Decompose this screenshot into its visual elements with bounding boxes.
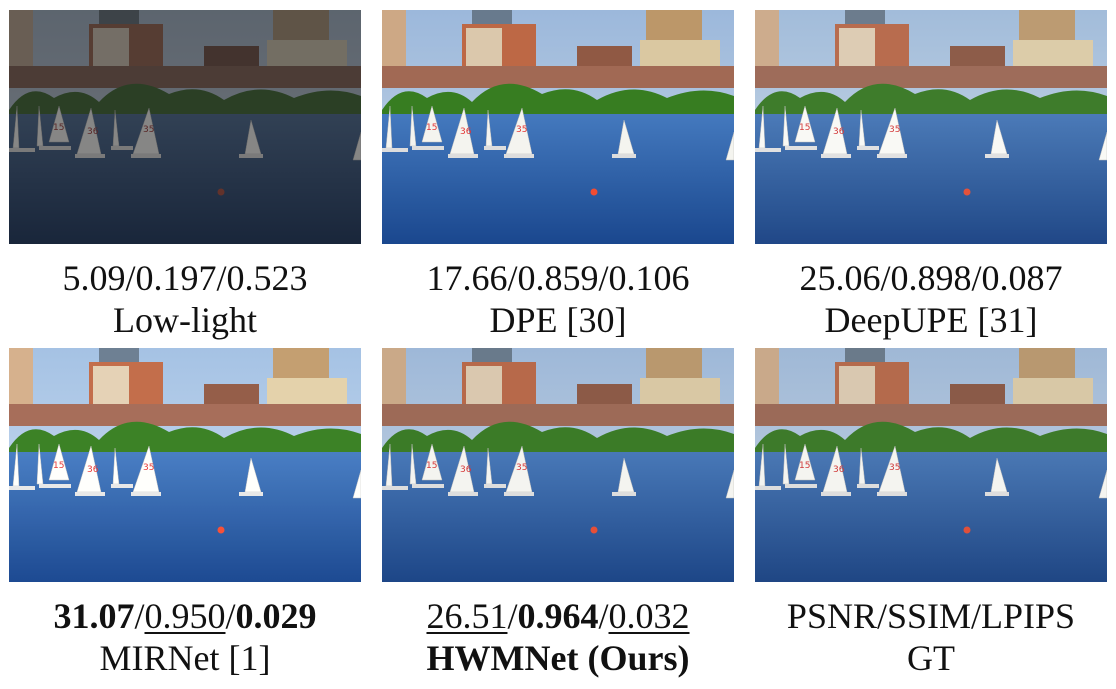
metric: / <box>507 596 518 636</box>
method-label: HWMNet (Ours) <box>426 638 690 678</box>
metric: 25.06/0.898/0.087 <box>799 258 1063 298</box>
photo <box>9 10 361 244</box>
metrics-caption: 5.09/0.197/0.523 <box>0 257 371 299</box>
metrics-caption: PSNR/SSIM/LPIPS <box>745 595 1116 637</box>
photo <box>382 10 734 244</box>
metrics-caption: 17.66/0.859/0.106 <box>372 257 744 299</box>
metrics-caption: 26.51/0.964/0.032 <box>372 595 744 637</box>
metric: / <box>598 596 609 636</box>
metric: 5.09/0.197/0.523 <box>62 258 308 298</box>
metric: 26.51 <box>426 596 508 636</box>
method-label: Low-light <box>113 300 257 340</box>
method-label: MIRNet [1] <box>99 638 271 678</box>
metric: 17.66/0.859/0.106 <box>426 258 690 298</box>
photo <box>9 348 361 582</box>
metric: 31.07 <box>53 596 135 636</box>
metrics-caption: 25.06/0.898/0.087 <box>745 257 1116 299</box>
metric: 0.964 <box>517 596 599 636</box>
photo <box>382 348 734 582</box>
metric: 0.032 <box>608 596 690 636</box>
method-label: DeepUPE [31] <box>824 300 1038 340</box>
photo <box>755 10 1107 244</box>
method-label: DPE [30] <box>489 300 627 340</box>
metric: / <box>225 596 236 636</box>
metrics-caption: 31.07/0.950/0.029 <box>0 595 371 637</box>
photo <box>755 348 1107 582</box>
metric: 0.950 <box>144 596 226 636</box>
metric: PSNR/SSIM/LPIPS <box>786 596 1076 636</box>
metric: / <box>134 596 145 636</box>
metric: 0.029 <box>235 596 317 636</box>
method-label: GT <box>907 638 955 678</box>
